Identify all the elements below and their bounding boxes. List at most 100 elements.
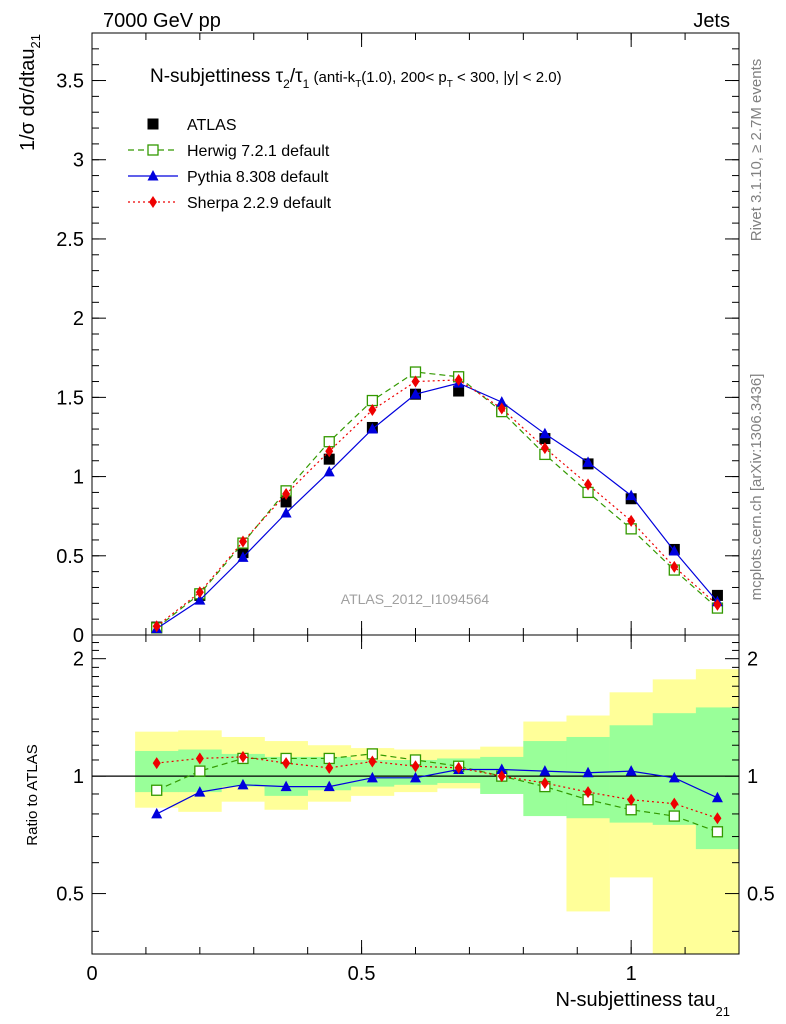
legend-sherpa-marker xyxy=(149,196,157,208)
energy-label: 7000 GeV pp xyxy=(103,10,221,32)
main-pythia-point xyxy=(539,427,551,439)
ratio-ytick-label-right: 2 xyxy=(747,649,758,671)
ratio-inner-band xyxy=(695,707,739,850)
ratio-sherpa-point xyxy=(282,757,291,770)
main-sherpa-point xyxy=(497,402,506,415)
mcplots-label: mcplots.cern.ch [arXiv:1306.3436] xyxy=(748,374,765,601)
ratio-herwig-point xyxy=(151,784,163,796)
ratio-ytick-label: 0.5 xyxy=(56,884,84,906)
legend-atlas-marker xyxy=(147,118,159,130)
ratio-inner-band xyxy=(566,736,610,819)
legend-atlas-label: ATLAS xyxy=(187,117,237,134)
ratio-panel: 0.5 0.5 1 1 2 2 0 0.5 1 Ratio to ATLAS N-subjett… xyxy=(24,634,775,1019)
main-sherpa-point xyxy=(454,373,463,386)
ratio-sherpa-point xyxy=(713,812,722,825)
ratio-sherpa-point xyxy=(670,797,679,810)
ratio-herwig-point xyxy=(625,804,637,816)
legend-herwig-label: Herwig 7.2.1 default xyxy=(187,143,330,160)
ratio-sherpa-point xyxy=(152,757,161,770)
main-herwig-point xyxy=(323,436,335,448)
main-atlas-point xyxy=(323,453,335,465)
main-sherpa-point xyxy=(540,442,549,455)
ratio-sherpa-point xyxy=(195,752,204,765)
main-atlas-point xyxy=(280,496,292,508)
main-sherpa-point xyxy=(195,586,204,599)
main-pythia-point xyxy=(582,456,594,467)
ratio-ytick-label-right: 1 xyxy=(747,766,758,788)
ratio-sherpa-point xyxy=(238,750,247,763)
main-ytick-label: 2 xyxy=(73,308,84,330)
main-pythia-point xyxy=(366,423,378,434)
main-pythia-point xyxy=(323,465,335,477)
main-title: N-subjettiness τ2/τ1 (anti-kT(1.0), 200<… xyxy=(150,66,562,91)
main-sherpa-point xyxy=(411,375,420,388)
ratio-pythia-point xyxy=(280,780,292,792)
ratio-sherpa-point xyxy=(627,793,636,806)
ratio-sherpa-point xyxy=(454,761,463,774)
ratio-pythia-point xyxy=(151,807,163,819)
main-pythia-point xyxy=(668,545,680,556)
main-pythia-point xyxy=(237,551,249,562)
ratio-ytick-label-right: 0.5 xyxy=(747,884,775,906)
main-sherpa-point xyxy=(238,535,247,548)
process-label: Jets xyxy=(693,10,730,32)
main-sherpa-point xyxy=(627,514,636,527)
main-ytick-label: 2.5 xyxy=(56,229,84,251)
main-ytick-label: 3.5 xyxy=(56,71,84,93)
main-panel: 0 0.5 1 1.5 2 2.5 3 3.5 N-subjettiness τ2/τ1 (a… xyxy=(17,32,740,647)
ratio-sherpa-point xyxy=(540,777,549,790)
main-pythia-point xyxy=(625,489,637,501)
main-herwig-point xyxy=(409,366,422,378)
main-herwig-point xyxy=(366,394,379,407)
main-ytick-label: 1.5 xyxy=(56,387,84,409)
legend-sherpa-label: Sherpa 2.2.9 default xyxy=(187,195,332,212)
ratio-xtick-label: 0 xyxy=(86,963,97,985)
legend: ATLAS Herwig 7.2.1 default Pythia 8.308 de… xyxy=(128,117,332,212)
ratio-herwig-point xyxy=(711,826,724,838)
main-pythia-line xyxy=(156,382,718,630)
legend-pythia-marker xyxy=(147,170,159,181)
main-ytick-label: 0 xyxy=(73,625,84,647)
ratio-sherpa-line xyxy=(156,756,718,819)
main-ytick-label: 1 xyxy=(73,467,84,489)
main-ytick-label: 0.5 xyxy=(56,546,84,568)
ratio-pythia-point xyxy=(668,771,680,783)
main-ytick-label: 3 xyxy=(73,150,84,172)
main-atlas-point xyxy=(711,589,723,601)
ratio-herwig-point xyxy=(194,765,206,777)
main-sherpa-point xyxy=(670,560,679,573)
ratio-pythia-point xyxy=(582,766,594,778)
ratio-sherpa-point xyxy=(411,760,420,773)
rivet-label: Rivet 3.1.10, ≥ 2.7M events xyxy=(748,59,765,242)
legend-pythia-label: Pythia 8.308 default xyxy=(187,169,329,186)
ratio-sherpa-point xyxy=(325,761,334,774)
ratio-ytick-label: 1 xyxy=(73,766,84,788)
ratio-pythia-point xyxy=(237,778,249,790)
ratio-pythia-point xyxy=(366,771,378,783)
ratio-pythia-point xyxy=(194,786,206,797)
ratio-pythia-point xyxy=(496,763,508,774)
legend-herwig-marker xyxy=(147,144,159,156)
main-sherpa-point xyxy=(713,598,722,611)
ratio-sherpa-point xyxy=(584,786,593,799)
ratio-pythia-point xyxy=(625,765,637,776)
main-ylabel: 1/σ dσ/dtau21 xyxy=(17,34,43,151)
main-atlas-point xyxy=(453,385,465,397)
ratio-pythia-point xyxy=(323,780,335,792)
main-pythia-point xyxy=(496,396,508,407)
main-pythia-point xyxy=(410,388,421,399)
ratio-herwig-point xyxy=(668,810,680,822)
main-sherpa-point xyxy=(368,404,377,417)
main-sherpa-point xyxy=(584,478,593,491)
ratio-pythia-point xyxy=(711,791,723,803)
analysis-watermark: ATLAS_2012_I1094564 xyxy=(341,591,490,607)
ratio-sherpa-point xyxy=(497,770,506,783)
main-pythia-point xyxy=(194,594,206,605)
ratio-pythia-point xyxy=(539,765,551,776)
main-sherpa-point xyxy=(325,445,334,458)
ratio-ytick-label: 2 xyxy=(73,649,84,671)
main-sherpa-point xyxy=(152,620,161,633)
ratio-sherpa-point xyxy=(368,755,377,768)
ratio-pythia-point xyxy=(410,771,421,783)
